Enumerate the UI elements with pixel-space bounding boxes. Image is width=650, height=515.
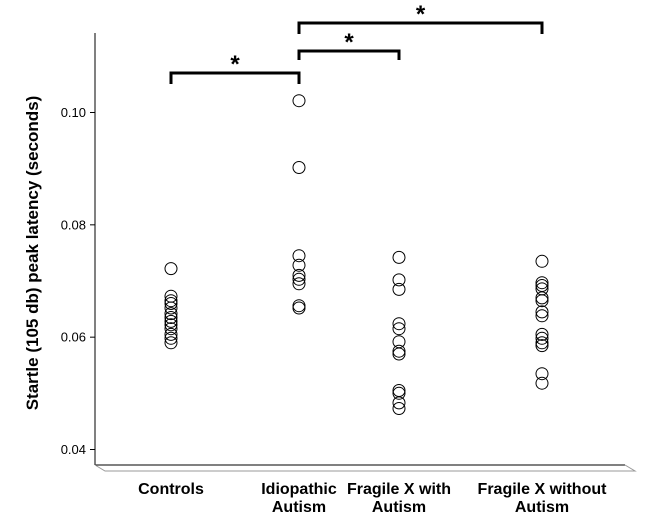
x-category-label: Fragile X with xyxy=(347,481,451,498)
data-point xyxy=(164,331,178,345)
data-point xyxy=(535,294,549,308)
data-point xyxy=(535,376,549,390)
data-point xyxy=(535,305,549,319)
significance-brackets: * * * xyxy=(169,1,544,84)
data-point xyxy=(535,367,549,381)
significance-bracket xyxy=(297,49,401,60)
data-point xyxy=(392,273,406,287)
significance-bracket xyxy=(297,21,544,34)
data-point xyxy=(292,301,306,315)
data-point xyxy=(292,249,306,263)
data-point xyxy=(535,276,549,290)
data-point xyxy=(164,301,178,315)
significance-star: * xyxy=(230,51,240,78)
data-point xyxy=(392,396,406,410)
data-point xyxy=(164,311,178,324)
data-point xyxy=(392,335,406,349)
data-point xyxy=(292,161,306,174)
x-category-label: Controls xyxy=(138,481,204,498)
y-tick-label: 0.08 xyxy=(61,217,86,232)
x-category-label: Fragile X without xyxy=(478,481,608,498)
y-axis-ticks: 0.04 0.06 0.08 0.10 xyxy=(61,105,95,457)
data-point xyxy=(535,254,549,268)
data-point xyxy=(164,297,178,310)
data-point xyxy=(535,309,549,323)
data-point xyxy=(292,272,306,286)
significance-star: * xyxy=(416,1,426,28)
x-category-label: Autism xyxy=(272,499,326,515)
data-point xyxy=(392,282,406,296)
data-point xyxy=(164,327,178,341)
significance-star: * xyxy=(344,29,354,56)
data-point xyxy=(392,250,406,264)
data-point xyxy=(535,279,549,292)
data-point xyxy=(392,386,406,400)
data-point xyxy=(164,307,178,321)
plot-frame xyxy=(94,33,637,472)
significance-bracket xyxy=(169,71,301,84)
data-point xyxy=(292,277,306,291)
data-point xyxy=(392,317,406,331)
x-category-label: Idiopathic xyxy=(261,481,337,498)
data-point xyxy=(392,344,406,358)
x-category-label: Autism xyxy=(372,499,426,515)
data-point xyxy=(535,339,549,353)
y-axis-label: Startle (105 db) peak latency (seconds) xyxy=(23,96,42,411)
data-point xyxy=(392,402,406,415)
x-category-label: Autism xyxy=(515,499,569,515)
data-point xyxy=(535,291,549,305)
plot-frame-edge xyxy=(94,464,637,472)
data-point xyxy=(164,294,178,308)
data-point xyxy=(292,268,306,282)
data-point xyxy=(535,327,549,341)
data-point xyxy=(535,331,549,345)
data-point xyxy=(392,384,406,397)
data-points xyxy=(164,94,549,415)
data-point xyxy=(292,94,306,108)
data-point xyxy=(164,314,178,328)
data-point xyxy=(292,258,306,272)
data-point xyxy=(164,322,178,336)
data-point xyxy=(392,322,406,336)
y-tick-label: 0.06 xyxy=(61,330,86,345)
data-point xyxy=(164,318,178,332)
y-tick-label: 0.04 xyxy=(61,442,86,457)
data-point xyxy=(535,336,549,350)
data-point xyxy=(164,262,178,276)
data-point xyxy=(164,336,178,350)
y-tick-label: 0.10 xyxy=(61,105,86,120)
data-point xyxy=(392,347,406,361)
